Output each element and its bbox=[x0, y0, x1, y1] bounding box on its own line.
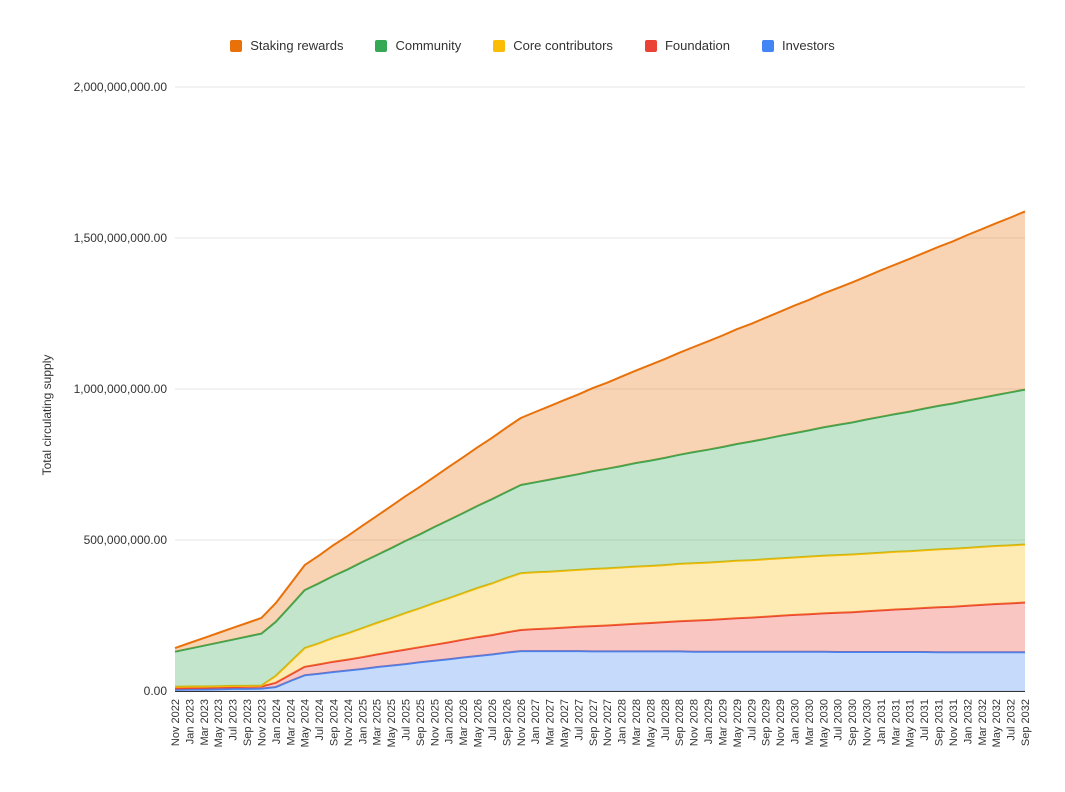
legend-swatch-icon bbox=[762, 39, 774, 52]
area-staking-rewards bbox=[175, 211, 1025, 652]
legend-item-core-contributors: Core contributors bbox=[493, 38, 613, 53]
legend-item-community: Community bbox=[375, 38, 461, 53]
x-tick-label: May 2032 bbox=[991, 699, 1003, 747]
x-tick-label: Jul 2024 bbox=[314, 699, 326, 741]
x-tick-label: Nov 2029 bbox=[775, 699, 787, 746]
area-core-contributors bbox=[175, 544, 1025, 689]
x-tick-label: Nov 2025 bbox=[429, 699, 441, 746]
line-investors bbox=[174, 650, 1025, 691]
x-tick-label: Sep 2027 bbox=[588, 699, 600, 746]
x-tick-label: Nov 2030 bbox=[862, 699, 874, 746]
x-tick-label: May 2026 bbox=[473, 699, 485, 747]
area-community bbox=[175, 389, 1025, 687]
x-tick-label: Jan 2025 bbox=[357, 699, 369, 744]
x-tick-label: Jan 2032 bbox=[962, 699, 974, 744]
x-tick-label: May 2030 bbox=[818, 699, 830, 747]
x-tick-label: Mar 2029 bbox=[717, 699, 729, 745]
x-tick-label: Mar 2026 bbox=[458, 699, 470, 745]
x-tick-label: Sep 2032 bbox=[1020, 699, 1032, 746]
x-tick-label: Jul 2027 bbox=[573, 699, 585, 741]
x-tick-label: Sep 2026 bbox=[501, 699, 513, 746]
x-tick-label: May 2029 bbox=[732, 699, 744, 747]
x-tick-label: Jan 2026 bbox=[444, 699, 456, 744]
x-tick-label: Nov 2026 bbox=[516, 699, 528, 746]
x-tick-label: May 2024 bbox=[300, 699, 312, 747]
legend-item-staking-rewards: Staking rewards bbox=[230, 38, 343, 53]
x-tick-label: Sep 2029 bbox=[761, 699, 773, 746]
x-tick-label: Jan 2031 bbox=[876, 699, 888, 744]
x-tick-label: Mar 2032 bbox=[977, 699, 989, 745]
x-tick-label: Jan 2027 bbox=[530, 699, 542, 744]
y-tick-label: 1,000,000,000.00 bbox=[74, 382, 168, 396]
line-foundation bbox=[174, 601, 1026, 690]
x-tick-label: Nov 2028 bbox=[689, 699, 701, 746]
legend-label: Staking rewards bbox=[250, 38, 344, 53]
x-tick-label: May 2031 bbox=[905, 699, 917, 747]
x-tick-label: May 2023 bbox=[213, 699, 225, 747]
y-tick-label: 2,000,000,000.00 bbox=[74, 80, 168, 94]
area-foundation bbox=[175, 602, 1025, 690]
x-tick-label: Jul 2031 bbox=[919, 699, 931, 741]
x-tick-label: Jul 2028 bbox=[660, 699, 672, 741]
legend-swatch-icon bbox=[375, 39, 388, 52]
legend-item-investors: Investors bbox=[762, 38, 835, 53]
x-tick-label: Jan 2028 bbox=[617, 699, 629, 744]
x-tick-label: Nov 2031 bbox=[948, 699, 960, 746]
x-tick-label: Sep 2025 bbox=[415, 699, 427, 746]
x-tick-label: Jan 2024 bbox=[271, 699, 283, 744]
x-tick-label: Mar 2028 bbox=[631, 699, 643, 745]
y-tick-label: 0.00 bbox=[144, 684, 168, 698]
x-tick-label: Mar 2025 bbox=[372, 699, 384, 745]
x-tick-label: May 2028 bbox=[645, 699, 657, 747]
legend-swatch-icon bbox=[493, 39, 506, 52]
y-tick-label: 500,000,000.00 bbox=[84, 533, 168, 547]
x-tick-label: Mar 2027 bbox=[545, 699, 557, 745]
x-tick-label: Jul 2030 bbox=[833, 699, 845, 741]
legend-label: Investors bbox=[782, 38, 835, 53]
x-tick-label: Mar 2030 bbox=[804, 699, 816, 745]
x-tick-label: Nov 2027 bbox=[602, 699, 614, 746]
y-tick-label: 1,500,000,000.00 bbox=[74, 231, 168, 245]
line-community bbox=[174, 388, 1026, 653]
x-tick-label: Jan 2029 bbox=[703, 699, 715, 744]
x-tick-label: Jul 2032 bbox=[1006, 699, 1018, 741]
line-staking-rewards bbox=[174, 210, 1026, 650]
x-tick-label: May 2027 bbox=[559, 699, 571, 747]
x-tick-label: Mar 2031 bbox=[890, 699, 902, 745]
area-investors bbox=[175, 651, 1025, 691]
x-tick-label: Mar 2024 bbox=[285, 699, 297, 745]
x-tick-label: Sep 2024 bbox=[328, 699, 340, 746]
x-tick-label: Jul 2023 bbox=[228, 699, 240, 741]
x-tick-label: Jul 2025 bbox=[401, 699, 413, 741]
x-tick-label: Sep 2028 bbox=[674, 699, 686, 746]
x-tick-label: Jan 2023 bbox=[184, 699, 196, 744]
x-tick-label: Jan 2030 bbox=[789, 699, 801, 744]
x-tick-label: Jul 2029 bbox=[746, 699, 758, 741]
legend-item-foundation: Foundation bbox=[644, 38, 730, 53]
legend-swatch-icon bbox=[644, 39, 657, 52]
legend-label: Foundation bbox=[664, 38, 730, 53]
x-tick-label: Nov 2022 bbox=[170, 699, 182, 746]
legend-swatch-icon bbox=[230, 39, 243, 52]
x-tick-label: Sep 2023 bbox=[242, 699, 254, 746]
line-core-contributors bbox=[174, 543, 1026, 688]
x-tick-label: Sep 2031 bbox=[934, 699, 946, 746]
x-tick-label: Sep 2030 bbox=[847, 699, 859, 746]
legend-label: Community bbox=[395, 38, 462, 53]
x-tick-label: Mar 2023 bbox=[199, 699, 211, 745]
y-axis-title: Total circulating supply bbox=[40, 354, 54, 476]
legend: Staking rewards Community Core contributor… bbox=[0, 38, 1065, 53]
x-tick-label: Nov 2023 bbox=[256, 699, 268, 746]
x-tick-label: Jul 2026 bbox=[487, 699, 499, 741]
legend-label: Core contributors bbox=[513, 38, 613, 53]
x-tick-label: May 2025 bbox=[386, 699, 398, 747]
x-tick-label: Nov 2024 bbox=[343, 699, 355, 746]
